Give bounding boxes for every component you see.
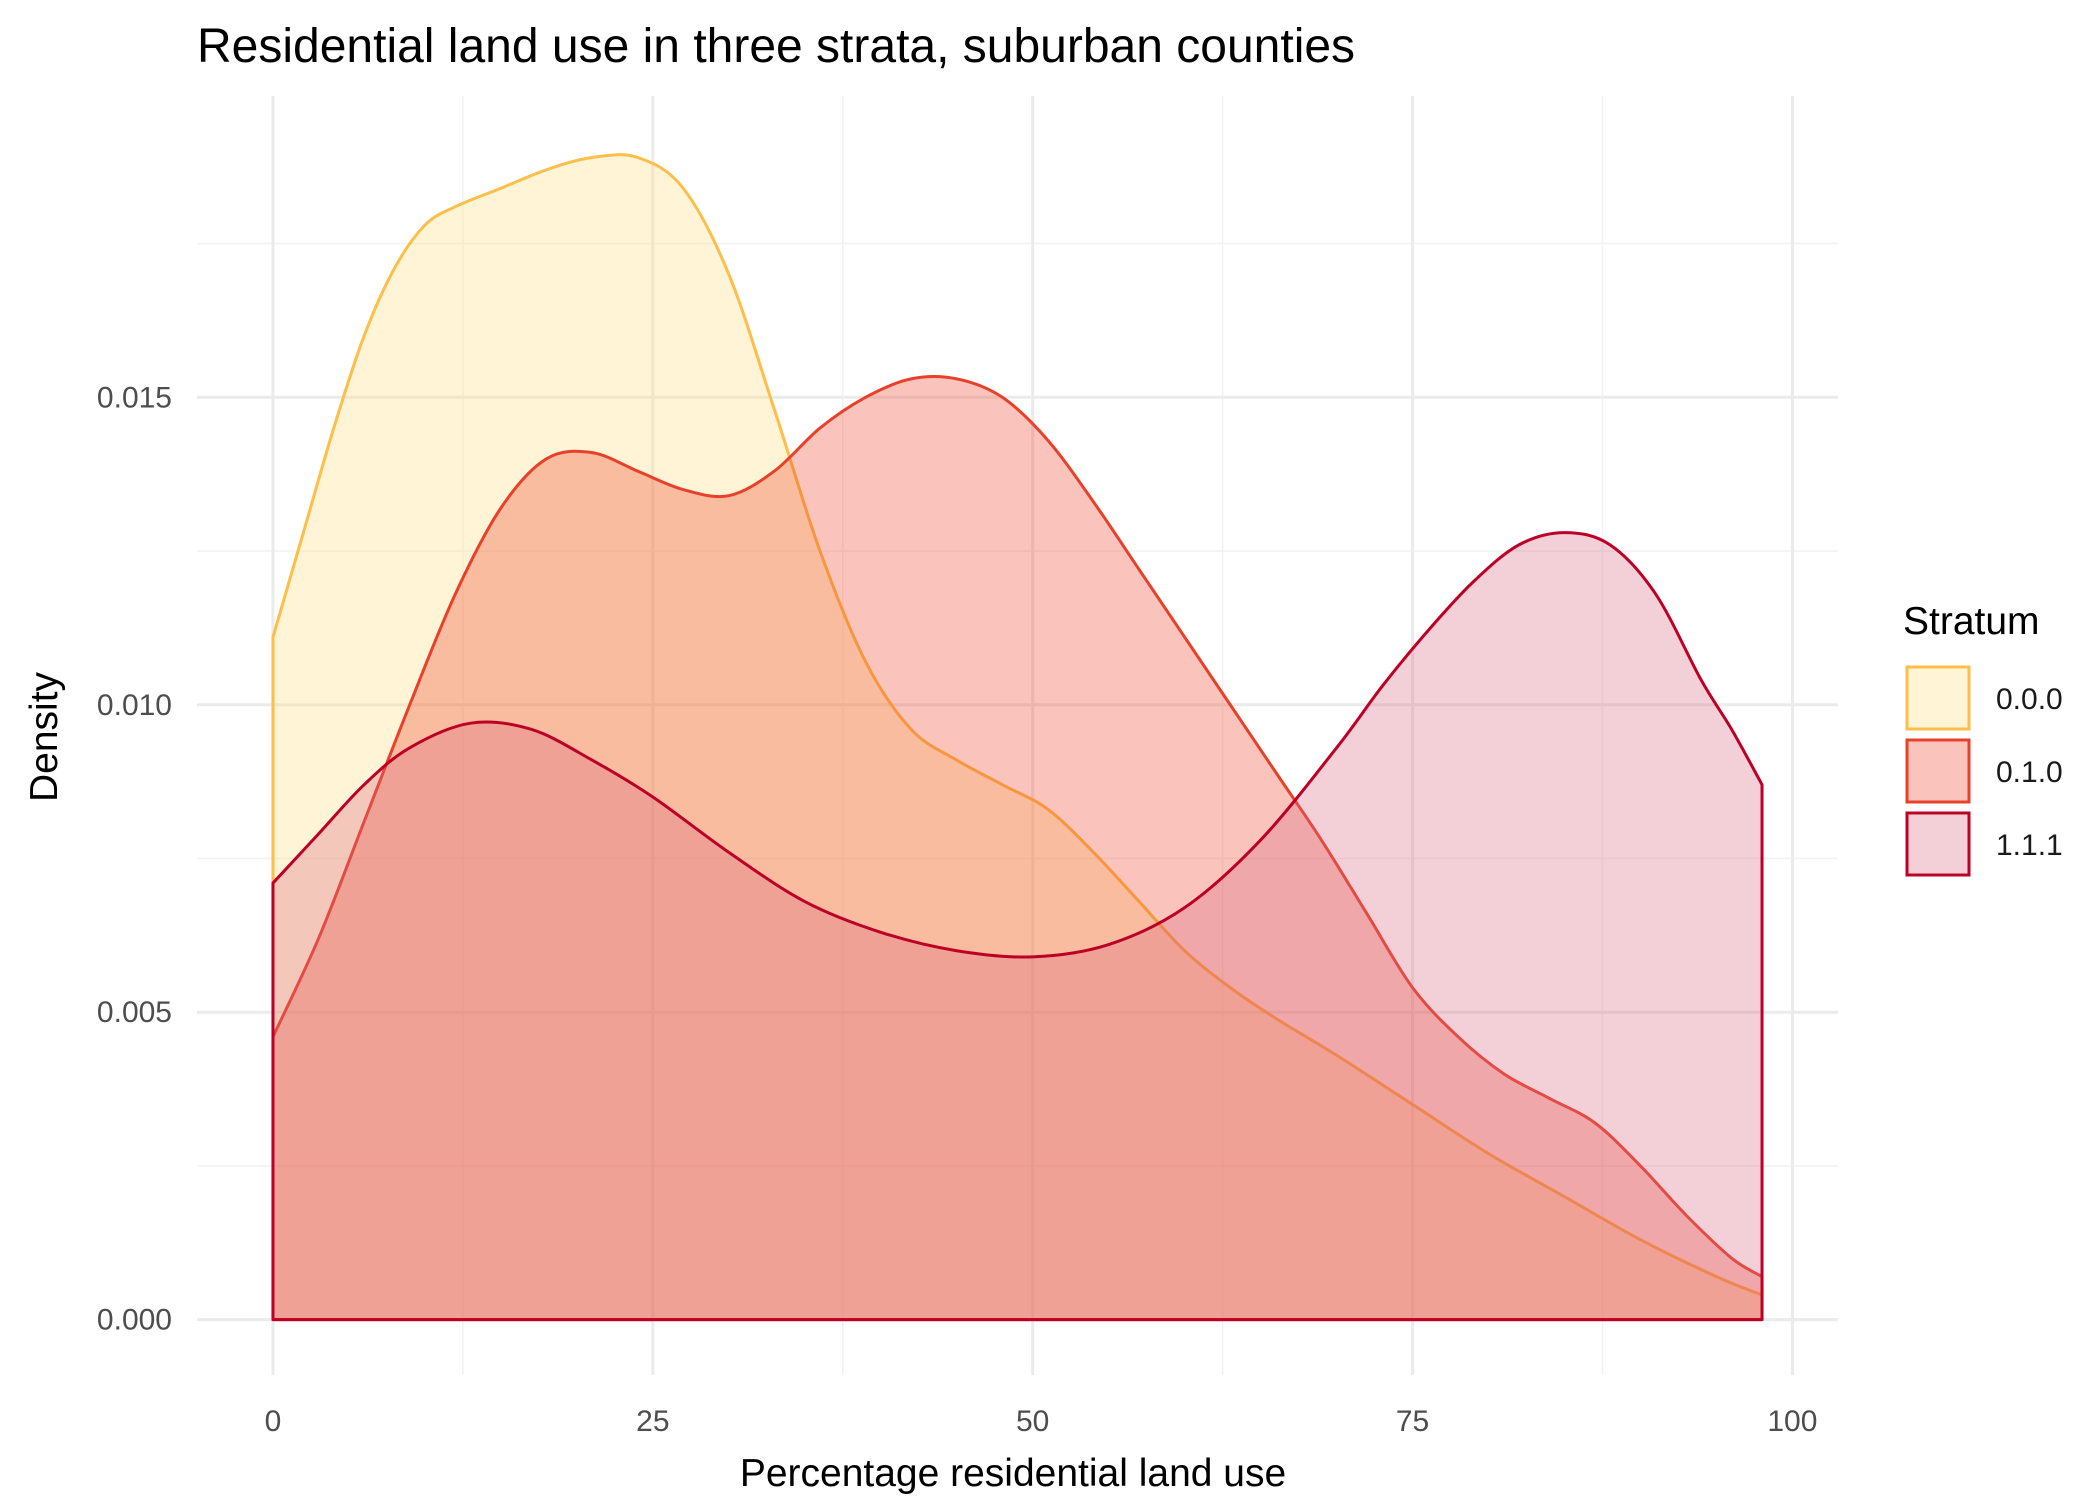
y-tick-label: 0.000: [97, 1304, 172, 1337]
x-tick-label: 75: [1396, 1405, 1429, 1438]
legend-label: 0.0.0: [1996, 683, 2063, 716]
y-tick-label: 0.005: [97, 996, 172, 1029]
x-tick-label: 100: [1767, 1405, 1817, 1438]
x-tick-labels: 0 25 50 75 100: [265, 1405, 1818, 1438]
density-area-1-1-1: [271, 531, 1764, 1322]
series-layer: [271, 153, 1764, 1322]
chart-title: Residential land use in three strata, su…: [197, 20, 1355, 73]
legend-swatch: [1905, 738, 1971, 804]
legend-item: 0.0.0: [1905, 665, 2063, 731]
legend-label: 0.1.0: [1996, 756, 2063, 789]
legend-title: Stratum: [1903, 600, 2040, 643]
legend: Stratum 0.0.0 0.1.0 1.1.1: [1903, 600, 2063, 877]
legend-key-bg: [1905, 811, 1971, 877]
y-axis-title: Density: [23, 671, 66, 802]
density-area-0-1-0: [271, 375, 1764, 1322]
legend-label: 1.1.1: [1996, 829, 2063, 862]
legend-items: 0.0.0 0.1.0 1.1.1: [1905, 665, 2063, 877]
y-tick-label: 0.015: [97, 381, 172, 414]
legend-item: 1.1.1: [1905, 811, 2063, 877]
x-tick-label: 50: [1016, 1405, 1049, 1438]
x-tick-label: 0: [265, 1405, 282, 1438]
x-tick-label: 25: [636, 1405, 669, 1438]
legend-swatch: [1905, 665, 1971, 731]
y-tick-label: 0.010: [97, 689, 172, 722]
legend-swatch: [1905, 811, 1971, 877]
legend-item: 0.1.0: [1905, 738, 2063, 804]
density-area-0-0-0: [271, 153, 1764, 1322]
y-tick-labels: 0.000 0.005 0.010 0.015: [97, 381, 172, 1336]
legend-key-bg: [1905, 738, 1971, 804]
legend-key-bg: [1905, 665, 1971, 731]
x-axis-title: Percentage residential land use: [740, 1452, 1286, 1495]
